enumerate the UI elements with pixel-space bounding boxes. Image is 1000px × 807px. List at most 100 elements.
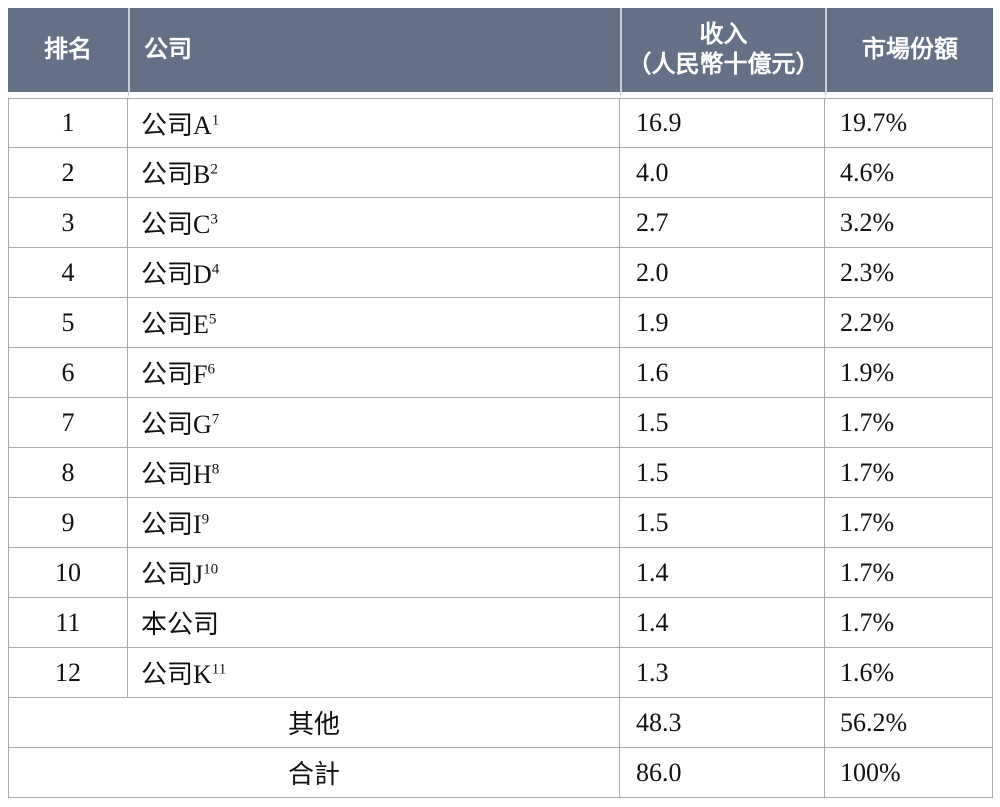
table-row: 9 公司I9 1.5 1.7% <box>8 498 993 548</box>
company-name: 公司I <box>141 510 202 539</box>
company-cell: 公司K11 <box>128 648 620 698</box>
total-label-cell: 合計 <box>8 748 620 798</box>
rank-cell: 11 <box>8 598 128 648</box>
footnote-ref: 5 <box>208 311 217 328</box>
table-row: 11 本公司 1.4 1.7% <box>8 598 993 648</box>
table-row: 8 公司H8 1.5 1.7% <box>8 448 993 498</box>
rank-cell: 1 <box>8 98 128 148</box>
company-cell: 公司C3 <box>128 198 620 248</box>
share-cell: 2.3% <box>825 248 993 298</box>
footnote-ref: 2 <box>210 161 218 178</box>
revenue-cell: 1.3 <box>620 648 825 698</box>
rank-cell: 2 <box>8 148 128 198</box>
footnote-ref: 3 <box>210 211 218 228</box>
header-rank: 排名 <box>8 8 128 98</box>
share-cell: 2.2% <box>825 298 993 348</box>
company-cell: 公司E5 <box>128 298 620 348</box>
footnote-ref: 8 <box>211 461 220 478</box>
table-row: 5 公司E5 1.9 2.2% <box>8 298 993 348</box>
table-row: 2 公司B2 4.0 4.6% <box>8 148 993 198</box>
revenue-cell: 86.0 <box>620 748 825 798</box>
table-row-other: 其他 48.3 56.2% <box>8 698 993 748</box>
revenue-cell: 1.4 <box>620 598 825 648</box>
footnote-ref: 10 <box>203 561 219 578</box>
header-revenue-line2: （人民幣十億元） <box>627 51 820 78</box>
table-row: 10 公司J10 1.4 1.7% <box>8 548 993 598</box>
header-share: 市場份額 <box>825 8 993 98</box>
company-name: 公司K <box>141 660 212 689</box>
footnote-ref: 11 <box>211 661 227 678</box>
company-cell: 公司A1 <box>128 98 620 148</box>
revenue-cell: 1.5 <box>620 448 825 498</box>
share-cell: 4.6% <box>825 148 993 198</box>
footnote-ref: 1 <box>211 111 220 128</box>
revenue-cell: 2.7 <box>620 198 825 248</box>
footnote-ref: 7 <box>211 411 220 428</box>
share-cell: 3.2% <box>825 198 993 248</box>
revenue-cell: 2.0 <box>620 248 825 298</box>
share-cell: 1.7% <box>825 448 993 498</box>
company-cell: 公司J10 <box>128 548 620 598</box>
header-company: 公司 <box>128 8 620 98</box>
company-name: 本公司 <box>141 610 220 639</box>
share-cell: 1.7% <box>825 548 993 598</box>
share-cell: 19.7% <box>825 98 993 148</box>
company-name: 公司H <box>141 460 212 489</box>
revenue-cell: 48.3 <box>620 698 825 748</box>
company-name: 公司B <box>141 160 211 189</box>
company-cell: 公司H8 <box>128 448 620 498</box>
company-cell: 公司F6 <box>128 348 620 398</box>
header-row: 排名 公司 收入 （人民幣十億元） 市場份額 <box>8 8 993 98</box>
company-name: 公司E <box>141 310 209 339</box>
rank-cell: 10 <box>8 548 128 598</box>
rank-cell: 4 <box>8 248 128 298</box>
revenue-cell: 4.0 <box>620 148 825 198</box>
other-label-cell: 其他 <box>8 698 620 748</box>
share-cell: 1.7% <box>825 398 993 448</box>
company-name: 公司G <box>141 410 212 439</box>
table-row: 12 公司K11 1.3 1.6% <box>8 648 993 698</box>
revenue-cell: 1.4 <box>620 548 825 598</box>
market-share-table: 排名 公司 收入 （人民幣十億元） 市場份額 1 公司A1 16.9 19.7%… <box>8 8 993 798</box>
company-cell: 公司B2 <box>128 148 620 198</box>
company-name: 公司C <box>141 210 211 239</box>
share-cell: 1.7% <box>825 498 993 548</box>
rank-cell: 8 <box>8 448 128 498</box>
share-cell: 56.2% <box>825 698 993 748</box>
company-name: 公司F <box>141 360 208 389</box>
footnote-ref: 6 <box>207 361 216 378</box>
footnote-ref: 4 <box>211 261 220 278</box>
revenue-cell: 1.5 <box>620 498 825 548</box>
company-cell: 公司D4 <box>128 248 620 298</box>
company-name: 公司A <box>141 110 212 140</box>
company-cell: 公司I9 <box>128 498 620 548</box>
revenue-cell: 1.6 <box>620 348 825 398</box>
rank-cell: 3 <box>8 198 128 248</box>
table-row: 3 公司C3 2.7 3.2% <box>8 198 993 248</box>
revenue-cell: 16.9 <box>620 98 825 148</box>
share-cell: 1.7% <box>825 598 993 648</box>
table-row: 7 公司G7 1.5 1.7% <box>8 398 993 448</box>
share-cell: 100% <box>825 748 993 798</box>
company-name: 公司D <box>141 260 212 289</box>
footnote-ref: 9 <box>201 511 210 528</box>
company-name: 公司J <box>141 560 204 589</box>
rank-cell: 7 <box>8 398 128 448</box>
rank-cell: 6 <box>8 348 128 398</box>
table-row: 6 公司F6 1.6 1.9% <box>8 348 993 398</box>
share-cell: 1.9% <box>825 348 993 398</box>
table-row: 4 公司D4 2.0 2.3% <box>8 248 993 298</box>
rank-cell: 5 <box>8 298 128 348</box>
share-cell: 1.6% <box>825 648 993 698</box>
header-revenue: 收入 （人民幣十億元） <box>620 8 825 98</box>
company-cell: 公司G7 <box>128 398 620 448</box>
rank-cell: 9 <box>8 498 128 548</box>
company-cell: 本公司 <box>128 598 620 648</box>
revenue-cell: 1.5 <box>620 398 825 448</box>
revenue-cell: 1.9 <box>620 298 825 348</box>
header-revenue-line1: 收入 <box>699 21 748 48</box>
table-row-total: 合計 86.0 100% <box>8 748 993 798</box>
rank-cell: 12 <box>8 648 128 698</box>
table-row: 1 公司A1 16.9 19.7% <box>8 98 993 148</box>
